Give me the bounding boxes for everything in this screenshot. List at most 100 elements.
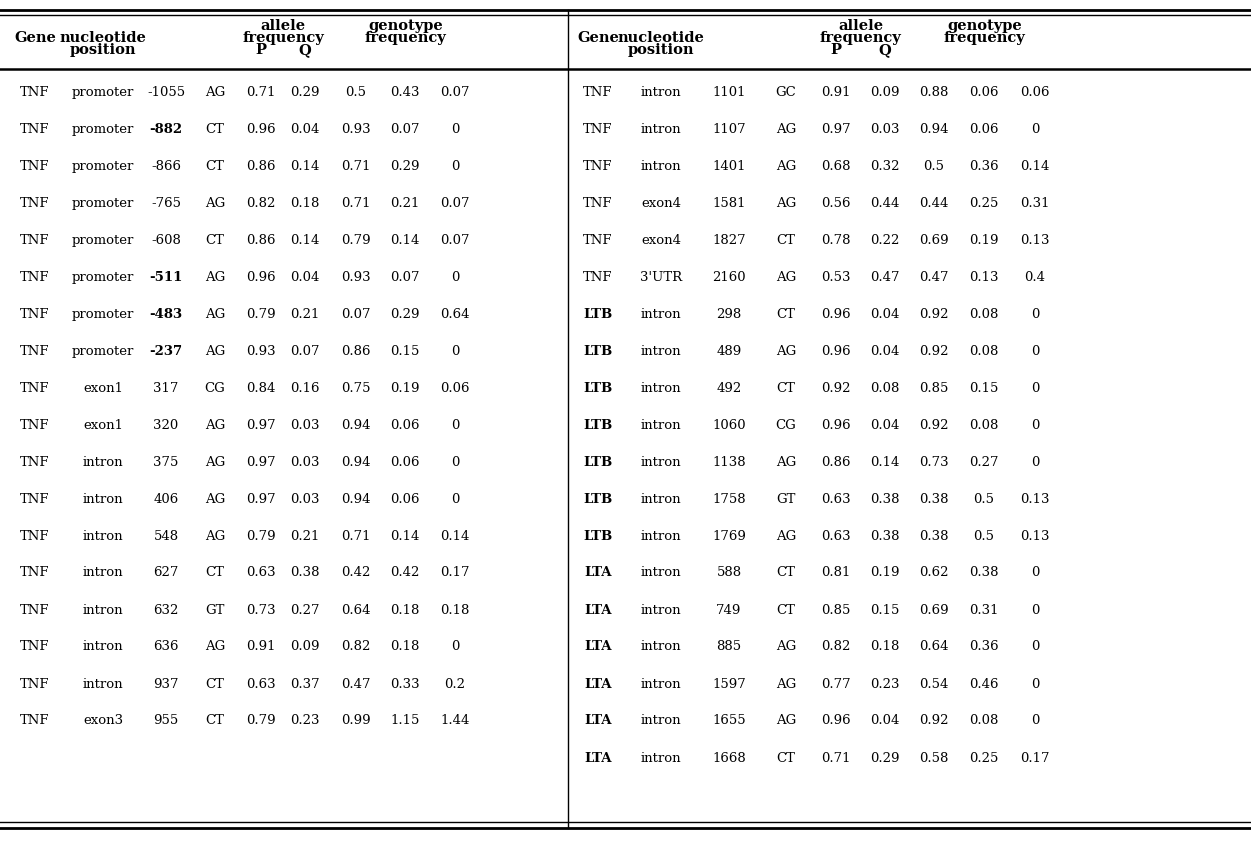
Text: 1.15: 1.15	[390, 715, 419, 727]
Text: 0.92: 0.92	[919, 308, 948, 320]
Text: TNF: TNF	[583, 160, 613, 172]
Text: 0.36: 0.36	[970, 641, 998, 653]
Text: 0.92: 0.92	[919, 419, 948, 431]
Text: frequency: frequency	[943, 31, 1026, 45]
Text: CG: CG	[776, 419, 797, 431]
Text: 0.15: 0.15	[871, 604, 899, 616]
Text: CT: CT	[777, 382, 796, 394]
Text: 0.03: 0.03	[290, 493, 320, 505]
Text: -608: -608	[151, 234, 181, 246]
Text: TNF: TNF	[20, 160, 50, 172]
Text: Gene: Gene	[14, 31, 56, 45]
Text: 0.04: 0.04	[871, 345, 899, 357]
Text: intron: intron	[83, 641, 124, 653]
Text: intron: intron	[83, 678, 124, 690]
Text: CT: CT	[205, 123, 224, 135]
Text: 0.18: 0.18	[390, 641, 419, 653]
Text: 1827: 1827	[712, 234, 746, 246]
Text: 0.04: 0.04	[871, 715, 899, 727]
Text: 0.09: 0.09	[290, 641, 320, 653]
Text: TNF: TNF	[583, 197, 613, 209]
Text: TNF: TNF	[583, 234, 613, 246]
Text: 0.07: 0.07	[390, 271, 420, 283]
Text: 0.06: 0.06	[390, 493, 420, 505]
Text: 0.14: 0.14	[871, 456, 899, 468]
Text: 0.32: 0.32	[871, 160, 899, 172]
Text: TNF: TNF	[20, 234, 50, 246]
Text: 1.44: 1.44	[440, 715, 469, 727]
Text: 0.85: 0.85	[919, 382, 948, 394]
Text: 0: 0	[1031, 715, 1040, 727]
Text: 375: 375	[154, 456, 179, 468]
Text: 0.64: 0.64	[342, 604, 370, 616]
Text: 0.69: 0.69	[919, 604, 948, 616]
Text: 0.08: 0.08	[871, 382, 899, 394]
Text: 0.71: 0.71	[821, 752, 851, 764]
Text: P: P	[831, 43, 842, 57]
Text: AG: AG	[776, 123, 796, 135]
Text: 0: 0	[450, 419, 459, 431]
Text: frequency: frequency	[243, 31, 324, 45]
Text: AG: AG	[205, 641, 225, 653]
Text: intron: intron	[641, 308, 682, 320]
Text: 0.18: 0.18	[440, 604, 469, 616]
Text: 0.03: 0.03	[871, 123, 899, 135]
Text: 0.19: 0.19	[390, 382, 420, 394]
Text: 0.85: 0.85	[822, 604, 851, 616]
Text: 627: 627	[154, 567, 179, 579]
Text: 0.19: 0.19	[871, 567, 899, 579]
Text: TNF: TNF	[20, 382, 50, 394]
Text: 0.13: 0.13	[1021, 234, 1050, 246]
Text: 0.71: 0.71	[246, 86, 275, 98]
Text: 0.63: 0.63	[821, 493, 851, 505]
Text: 0.82: 0.82	[342, 641, 370, 653]
Text: genotype: genotype	[368, 19, 443, 33]
Text: intron: intron	[83, 456, 124, 468]
Text: 0.94: 0.94	[342, 493, 370, 505]
Text: intron: intron	[641, 123, 682, 135]
Text: 1597: 1597	[712, 678, 746, 690]
Text: 0.82: 0.82	[822, 641, 851, 653]
Text: 0.17: 0.17	[1021, 752, 1050, 764]
Text: AG: AG	[776, 271, 796, 283]
Text: intron: intron	[641, 641, 682, 653]
Text: AG: AG	[776, 715, 796, 727]
Text: 0: 0	[1031, 678, 1040, 690]
Text: 0.22: 0.22	[871, 234, 899, 246]
Text: 0.38: 0.38	[871, 493, 899, 505]
Text: 1060: 1060	[712, 419, 746, 431]
Text: 0: 0	[1031, 308, 1040, 320]
Text: 0.06: 0.06	[1021, 86, 1050, 98]
Text: LTB: LTB	[583, 530, 613, 542]
Text: 0.38: 0.38	[970, 567, 998, 579]
Text: 0.47: 0.47	[871, 271, 899, 283]
Text: 0.07: 0.07	[440, 234, 469, 246]
Text: 636: 636	[154, 641, 179, 653]
Text: AG: AG	[776, 456, 796, 468]
Text: 0.18: 0.18	[290, 197, 320, 209]
Text: LTA: LTA	[584, 715, 612, 727]
Text: 0.71: 0.71	[342, 160, 370, 172]
Text: intron: intron	[641, 752, 682, 764]
Text: CT: CT	[777, 308, 796, 320]
Text: promoter: promoter	[71, 123, 134, 135]
Text: 0.38: 0.38	[290, 567, 320, 579]
Text: AG: AG	[205, 345, 225, 357]
Text: 0.73: 0.73	[246, 604, 275, 616]
Text: 0.23: 0.23	[871, 678, 899, 690]
Text: 0.03: 0.03	[290, 456, 320, 468]
Text: intron: intron	[83, 530, 124, 542]
Text: promoter: promoter	[71, 86, 134, 98]
Text: 1668: 1668	[712, 752, 746, 764]
Text: 0.36: 0.36	[970, 160, 998, 172]
Text: 1107: 1107	[712, 123, 746, 135]
Text: 0.38: 0.38	[919, 493, 948, 505]
Text: 0.64: 0.64	[919, 641, 948, 653]
Text: 0: 0	[450, 641, 459, 653]
Text: TNF: TNF	[20, 715, 50, 727]
Text: GC: GC	[776, 86, 797, 98]
Text: CT: CT	[205, 234, 224, 246]
Text: 0.69: 0.69	[919, 234, 948, 246]
Text: 0.08: 0.08	[970, 419, 998, 431]
Text: intron: intron	[641, 456, 682, 468]
